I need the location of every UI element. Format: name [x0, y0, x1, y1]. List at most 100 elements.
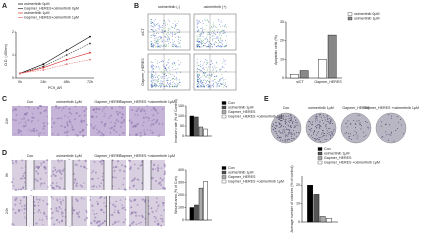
cell: [153, 108, 156, 111]
flow-dot: [153, 25, 155, 27]
cell: [40, 132, 42, 134]
flow-dot: [203, 38, 205, 40]
colony: [314, 116, 316, 118]
flow-dot: [200, 65, 202, 67]
flow-dot: [217, 29, 219, 30]
flow-dot: [207, 39, 209, 41]
flow-dot: [150, 75, 152, 76]
cell: [135, 133, 137, 136]
colony: [316, 134, 318, 136]
flow-dot: [151, 85, 153, 87]
flow-dot: [172, 44, 174, 46]
legend-label: Gapmer_HERES: [228, 110, 256, 114]
cell: [161, 218, 164, 220]
bar: [194, 204, 199, 221]
colony: [296, 122, 298, 124]
colony: [308, 121, 310, 123]
cell: [13, 185, 15, 187]
flow-dot: [160, 26, 162, 28]
cell: [137, 178, 140, 181]
flow-dot: [198, 76, 199, 78]
cell: [151, 119, 153, 122]
flow-dot: [168, 67, 170, 69]
flow-dot: [196, 36, 198, 38]
cell: [114, 166, 117, 168]
flow-dot: [198, 82, 200, 83]
y-tick-label: 400: [178, 168, 184, 172]
flow-dot: [151, 44, 153, 46]
colony: [333, 128, 335, 130]
flow-dot: [172, 86, 173, 87]
cell: [103, 107, 105, 109]
cell: [40, 164, 42, 167]
column-label: osimertinib 1μM: [308, 106, 333, 110]
colony: [356, 137, 358, 139]
flow-dot: [221, 78, 223, 79]
colony: [327, 119, 329, 121]
cell: [80, 197, 83, 200]
flow-dot: [155, 43, 157, 45]
cell: [103, 115, 105, 118]
cell: [102, 108, 104, 111]
flow-dot: [202, 65, 204, 66]
cell: [23, 205, 26, 208]
cell: [55, 218, 59, 222]
flow-dot: [180, 46, 182, 48]
flow-dot: [201, 82, 202, 84]
cell: [39, 218, 41, 221]
flow-dot: [221, 83, 223, 85]
flow-dot: [219, 46, 220, 48]
flow-dot: [198, 43, 200, 45]
colony: [367, 127, 369, 129]
flow-dot: [174, 83, 175, 85]
cell: [44, 167, 47, 170]
colony: [331, 132, 333, 134]
cell: [32, 127, 36, 130]
flow-dot: [222, 76, 224, 78]
cell: [119, 199, 122, 201]
cell: [121, 113, 124, 116]
cell: [58, 185, 61, 188]
colony: [322, 129, 324, 131]
cell: [128, 199, 131, 201]
cell: [151, 177, 154, 180]
cell: [101, 209, 103, 211]
colony: [314, 138, 316, 140]
flow-dot: [212, 85, 214, 86]
colony: [326, 115, 328, 117]
flow-dot: [154, 80, 156, 82]
cell: [117, 211, 120, 215]
flow-dot: [171, 73, 173, 75]
flow-dot: [174, 65, 176, 66]
cell: [123, 206, 125, 208]
cell: [92, 188, 94, 191]
flow-dot: [160, 80, 162, 82]
cell: [121, 204, 123, 206]
flow-dot: [152, 78, 154, 80]
flow-dot: [198, 82, 200, 84]
flow-dot: [210, 85, 212, 86]
flow-dot: [152, 35, 154, 36]
flow-dot: [226, 86, 227, 88]
cell: [81, 106, 84, 108]
colony: [356, 120, 358, 122]
colony: [274, 127, 276, 129]
series-line: [19, 52, 91, 74]
cell: [70, 123, 73, 125]
flow-dot: [152, 22, 153, 23]
flow-dot: [215, 81, 217, 83]
flow-dot: [217, 36, 218, 38]
flow-dot: [198, 73, 200, 75]
flow-dot: [178, 29, 180, 31]
colony: [322, 115, 324, 117]
cell: [135, 223, 138, 226]
colony: [321, 120, 323, 122]
colony: [311, 124, 313, 126]
cell: [50, 217, 53, 220]
colony: [277, 134, 279, 136]
flow-dot: [207, 38, 208, 40]
flow-dot: [162, 39, 164, 41]
flow-dot: [208, 74, 210, 75]
legend-label: Con: [228, 101, 235, 105]
cell: [132, 185, 135, 188]
